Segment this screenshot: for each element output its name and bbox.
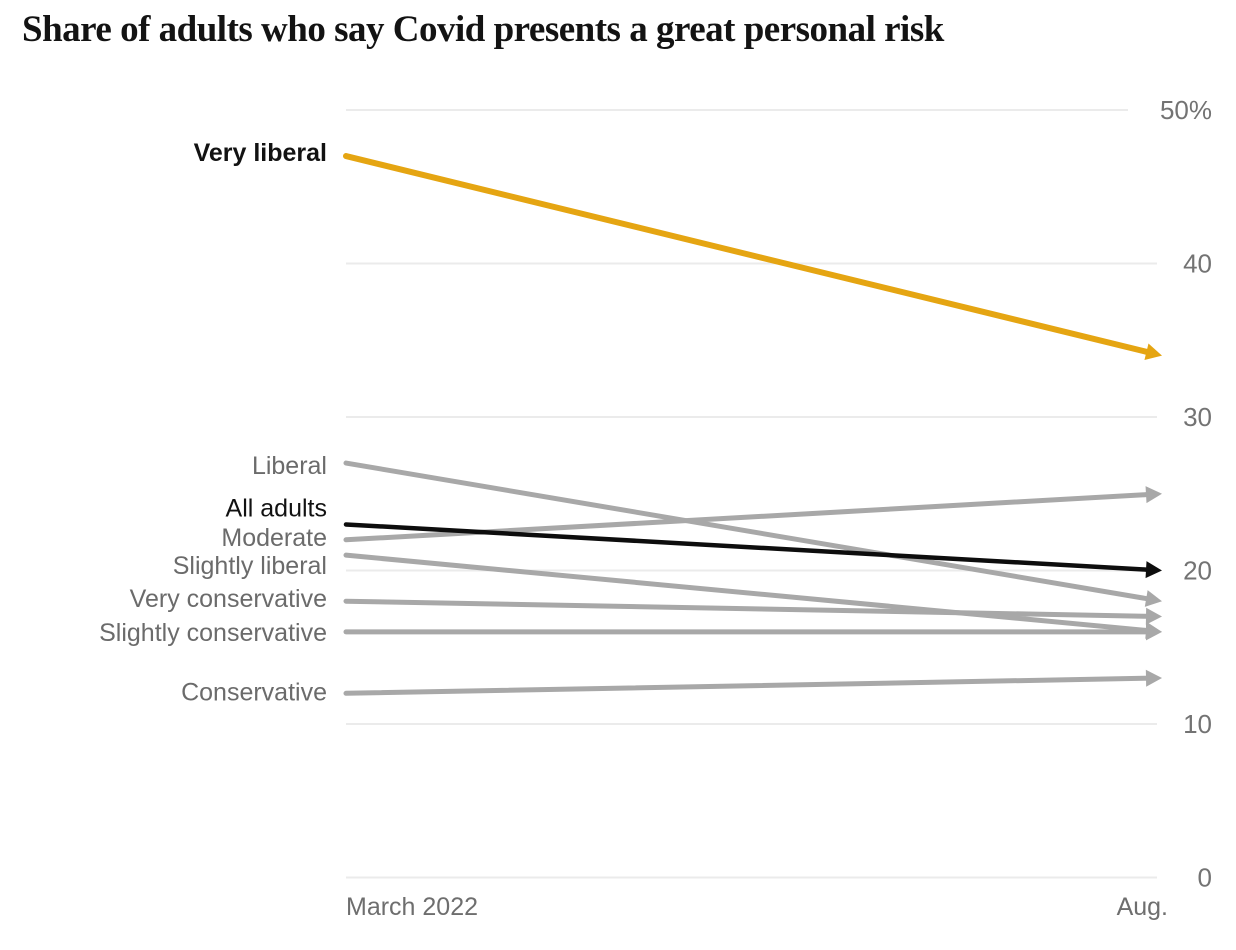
y-tick-label-10: 10 <box>1183 709 1212 739</box>
series-line-very-liberal <box>343 153 1150 355</box>
series-arrowhead-very-liberal <box>1144 343 1162 361</box>
series-line-all-adults <box>343 522 1149 572</box>
series-arrowhead-moderate <box>1145 486 1162 504</box>
x-axis-label-start: March 2022 <box>346 893 478 921</box>
series-line-liberal <box>343 460 1149 602</box>
series-line-very-conservative <box>343 598 1149 619</box>
series-line-slightly-liberal <box>343 552 1149 633</box>
y-tick-label-40: 40 <box>1183 249 1212 279</box>
y-tick-label-50: 50% <box>1160 95 1212 125</box>
series-label-slightly-liberal: Slightly liberal <box>173 552 327 580</box>
y-tick-label-20: 20 <box>1183 556 1212 586</box>
chart-title: Share of adults who say Covid presents a… <box>22 9 944 50</box>
series-label-moderate: Moderate <box>221 524 327 552</box>
series-label-very-conservative: Very conservative <box>130 585 327 613</box>
y-tick-label-30: 30 <box>1183 402 1212 432</box>
series-arrowhead-very-conservative <box>1145 607 1162 625</box>
series-label-conservative: Conservative <box>181 678 327 706</box>
series-arrowhead-liberal <box>1144 590 1162 607</box>
series-label-very-liberal: Very liberal <box>194 139 327 167</box>
series-label-slightly-conservative: Slightly conservative <box>99 619 327 647</box>
series-arrowhead-conservative <box>1145 669 1162 687</box>
series-label-all-adults: All adults <box>226 494 327 522</box>
series-arrowhead-slightly-conservative <box>1146 623 1162 641</box>
series-label-liberal: Liberal <box>252 452 327 480</box>
series-line-conservative <box>343 675 1149 696</box>
series-arrowhead-all-adults <box>1145 561 1162 579</box>
y-tick-label-0: 0 <box>1198 863 1212 893</box>
x-axis-label-end: Aug. <box>1117 893 1168 921</box>
